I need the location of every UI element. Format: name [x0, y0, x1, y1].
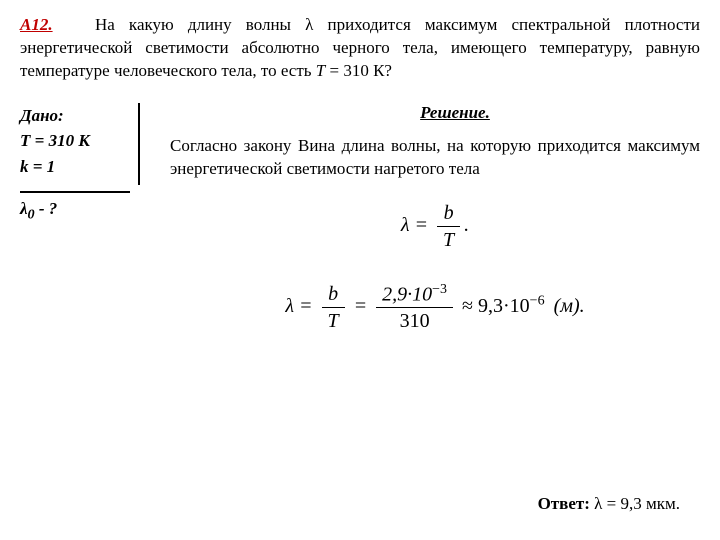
- eq1-lhs: λ: [401, 214, 410, 236]
- given-title: Дано:: [20, 103, 130, 129]
- temp-value: = 310 К?: [325, 61, 392, 80]
- eq2-num2b: ·10: [407, 283, 432, 305]
- equation-1: λ = bT.: [170, 201, 700, 252]
- eq2-eq2: =: [349, 295, 373, 317]
- eq2-eq: =: [294, 295, 318, 317]
- given-line-2: k = 1: [20, 154, 130, 180]
- eq2-num2exp: −3: [432, 282, 447, 297]
- eq2-den2: 310: [376, 308, 453, 333]
- problem-number: А12.: [20, 15, 53, 34]
- eq2-frac2: 2,9·10−3310: [376, 282, 453, 334]
- eq2-num2: 2,9·10−3: [376, 282, 453, 309]
- equation-2: λ = bT = 2,9·10−3310 ≈ 9,3·10−6 (м).: [170, 282, 700, 334]
- eq2-approx: ≈ 9,3·10: [457, 295, 530, 317]
- answer-label: Ответ:: [538, 494, 590, 513]
- eq1-eq: =: [410, 214, 434, 236]
- find-symbol: λ: [20, 199, 28, 218]
- find-tail: - ?: [35, 199, 58, 218]
- eq2-frac1: bT: [322, 282, 345, 333]
- solution-title: Решение.: [210, 103, 700, 123]
- solution-paragraph: Согласно закону Вина длина волны, на кот…: [170, 135, 700, 181]
- answer-line: Ответ: λ = 9,3 мкм.: [538, 494, 680, 514]
- eq2-unit: (м).: [554, 295, 585, 317]
- answer-text: λ = 9,3 мкм.: [590, 494, 680, 513]
- problem-statement: А12. На какую длину волны λ приходится м…: [20, 14, 700, 83]
- eq2-num1: b: [322, 282, 345, 308]
- eq1-num: b: [437, 201, 460, 227]
- given-block: Дано: Т = 310 К k = 1 λ0 - ?: [20, 103, 140, 224]
- given-divider: [20, 191, 130, 193]
- given-find: λ0 - ?: [20, 197, 140, 223]
- temp-var: Т: [316, 61, 325, 80]
- eq1-fraction: bT: [437, 201, 460, 252]
- eq2-lhs: λ: [285, 295, 294, 317]
- eq1-tail: .: [464, 214, 469, 236]
- find-subscript: 0: [28, 207, 35, 223]
- given-line-1: Т = 310 К: [20, 128, 130, 154]
- eq2-num2a: 2,9: [382, 283, 407, 305]
- eq2-den1: T: [322, 308, 345, 333]
- eq2-exp2: −6: [530, 293, 545, 308]
- solution-block: Решение. Согласно закону Вина длина волн…: [140, 103, 700, 354]
- eq1-den: T: [437, 227, 460, 252]
